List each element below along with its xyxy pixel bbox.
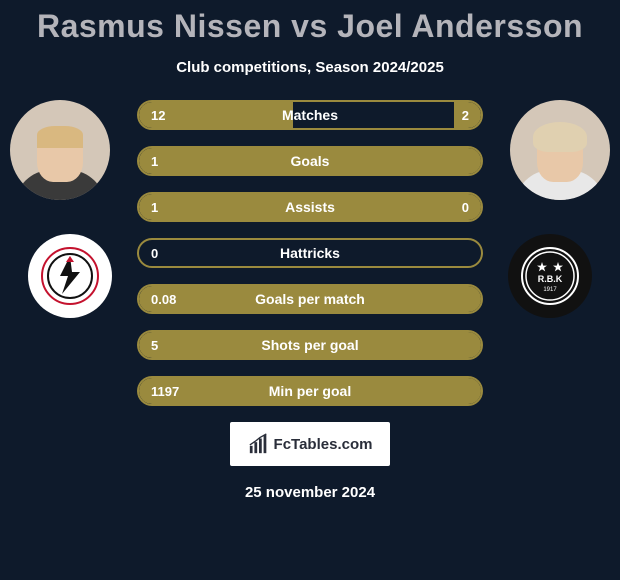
stat-row: 1197Min per goal: [137, 376, 483, 406]
svg-text:1917: 1917: [543, 287, 557, 293]
club-left-crest: [28, 234, 112, 318]
chart-icon: [248, 433, 270, 455]
comparison-panel: R.B.K 1917 122Matches 1Goals 10Assists 0Hat…: [0, 100, 620, 501]
brand-text: FcTables.com: [274, 436, 373, 453]
player-left-avatar: [10, 100, 110, 200]
stat-row: 122Matches: [137, 100, 483, 130]
date-label: 25 november 2024: [0, 484, 620, 501]
stat-label: Assists: [139, 194, 481, 220]
svg-text:R.B.K: R.B.K: [538, 274, 563, 284]
club-right-crest: R.B.K 1917: [508, 234, 592, 318]
stat-label: Goals: [139, 148, 481, 174]
brand-badge: FcTables.com: [230, 422, 390, 466]
stat-label: Shots per goal: [139, 332, 481, 358]
stat-row: 10Assists: [137, 192, 483, 222]
stat-label: Matches: [139, 102, 481, 128]
page-title: Rasmus Nissen vs Joel Andersson: [0, 0, 620, 45]
stat-row: 0.08Goals per match: [137, 284, 483, 314]
player-right-avatar: [510, 100, 610, 200]
stat-row: 0Hattricks: [137, 238, 483, 268]
stat-bars: 122Matches 1Goals 10Assists 0Hattricks 0.08G…: [137, 100, 483, 406]
rosenborg-icon: R.B.K 1917: [520, 246, 580, 306]
eintracht-icon: [40, 246, 100, 306]
stat-label: Goals per match: [139, 286, 481, 312]
stat-row: 1Goals: [137, 146, 483, 176]
stat-row: 5Shots per goal: [137, 330, 483, 360]
subtitle: Club competitions, Season 2024/2025: [0, 59, 620, 76]
stat-label: Hattricks: [139, 240, 481, 266]
stat-label: Min per goal: [139, 378, 481, 404]
